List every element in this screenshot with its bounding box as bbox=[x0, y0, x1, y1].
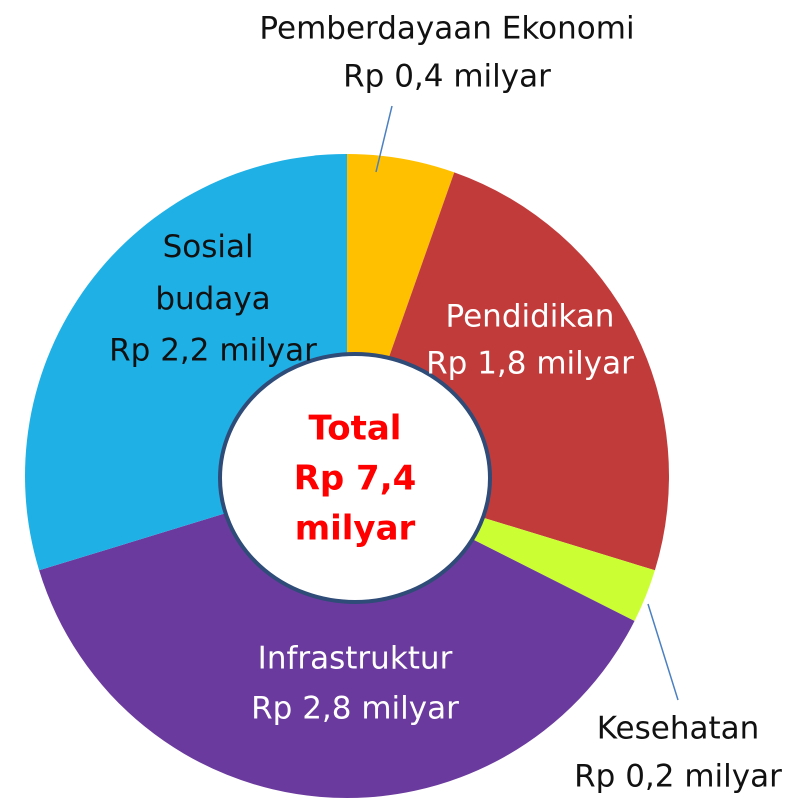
category-label: Pemberdayaan Ekonomi bbox=[259, 11, 634, 47]
value-label: Rp 0,4 milyar bbox=[343, 59, 551, 95]
value-label: Rp 2,2 milyar bbox=[109, 333, 317, 369]
center-label: Rp 7,4 bbox=[294, 459, 417, 499]
category-label: Pendidikan bbox=[446, 299, 615, 335]
category-label: Kesehatan bbox=[597, 711, 760, 747]
pie-slice bbox=[39, 476, 635, 798]
value-label: Rp 0,2 milyar bbox=[574, 759, 782, 795]
value-label: Rp 2,8 milyar bbox=[251, 691, 459, 727]
leader-line bbox=[647, 603, 679, 701]
leader-line bbox=[375, 105, 393, 173]
center-label: Total bbox=[309, 409, 402, 449]
center-label: milyar bbox=[295, 509, 416, 549]
category-label: Sosial budaya bbox=[155, 229, 270, 317]
category-label: Infrastruktur bbox=[258, 641, 453, 677]
value-label: Rp 1,8 milyar bbox=[426, 346, 634, 382]
center-circle bbox=[218, 352, 492, 604]
